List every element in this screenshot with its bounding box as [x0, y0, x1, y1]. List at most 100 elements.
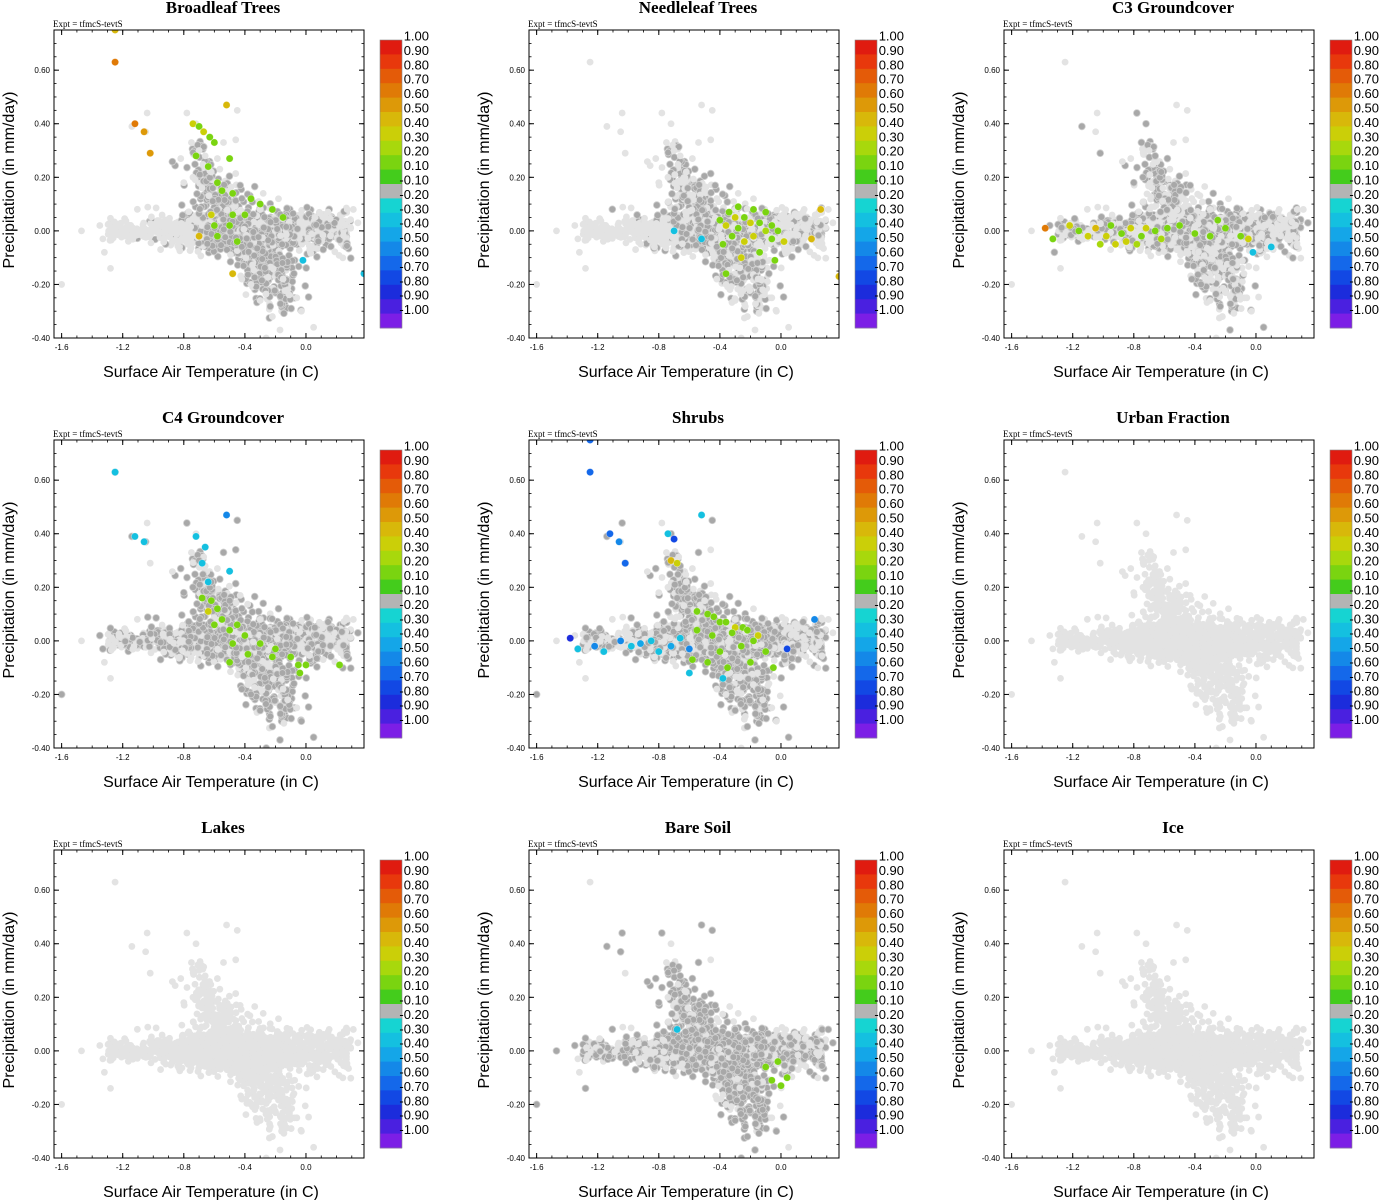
scatter-point	[643, 158, 651, 166]
scatter-point	[208, 197, 217, 205]
scatter-point	[346, 254, 355, 262]
scatter-point	[700, 172, 709, 180]
scatter-point	[157, 246, 164, 253]
scatter-point	[722, 221, 730, 230]
scatter-point	[294, 262, 303, 271]
scatter-point	[737, 290, 745, 298]
scatter-point	[818, 242, 826, 250]
scatter-point	[725, 208, 733, 217]
scatter-point	[107, 214, 114, 222]
scatter-point	[293, 225, 302, 233]
scatter-point	[99, 235, 107, 243]
colorbar-label: -0.60	[399, 245, 429, 260]
scatter-point	[653, 237, 661, 245]
scatter-point	[310, 323, 318, 331]
y-tick-label: 0.40	[509, 120, 525, 129]
scatter-point	[250, 266, 258, 274]
scatter-point	[814, 254, 822, 262]
scatter-point	[688, 155, 696, 162]
colorbar-label: 1.00	[404, 29, 429, 44]
colorbar-label: -1.00	[874, 302, 904, 317]
colorbar-label: 0.30	[879, 129, 904, 144]
scatter-point	[311, 214, 319, 221]
scatter-point	[242, 291, 250, 299]
scatter-point	[121, 227, 129, 235]
scatter-point	[695, 181, 703, 189]
scatter-point	[324, 222, 333, 231]
scatter-point	[277, 232, 284, 240]
scatter-point	[96, 222, 104, 229]
scatter-point	[319, 231, 327, 239]
scatter-point	[736, 264, 744, 272]
scatter-point	[236, 181, 244, 190]
scatter-point	[244, 270, 252, 279]
scatter-point	[706, 169, 715, 178]
scatter-point	[159, 220, 167, 228]
scatter-point	[180, 179, 188, 187]
scatter-point	[146, 233, 153, 241]
scatter-point	[147, 239, 155, 247]
scatter-point	[611, 228, 619, 236]
scatter-point	[660, 217, 668, 225]
scatter-point	[170, 229, 177, 237]
scatter-point	[279, 275, 287, 283]
x-tick-label: 0.0	[300, 343, 312, 352]
scatter-point	[254, 233, 263, 241]
scatter-point	[264, 236, 272, 245]
y-tick-label: 0.00	[34, 227, 50, 236]
scatter-point	[228, 189, 237, 198]
colorbar-label: 0.10	[404, 158, 429, 173]
scatter-point	[728, 232, 737, 241]
scatter-point	[258, 255, 267, 263]
scatter-point	[814, 231, 823, 240]
scatter-point	[195, 232, 203, 241]
y-tick-label: -0.20	[32, 280, 51, 289]
scatter-point	[264, 273, 272, 281]
colorbar-segment	[855, 83, 877, 98]
scatter-point	[794, 231, 802, 239]
scatter-point	[753, 241, 761, 248]
colorbar-label: -0.70	[874, 259, 904, 274]
scatter-point	[226, 257, 235, 266]
scatter-point	[204, 162, 213, 171]
scatter-point	[772, 307, 780, 315]
x-tick-label: -1.2	[591, 343, 605, 352]
scatter-point	[671, 205, 679, 213]
scatter-point	[806, 248, 814, 256]
scatter-point	[158, 211, 166, 219]
scatter-point	[213, 232, 222, 241]
scatter-point	[260, 223, 268, 232]
expt-label: Expt = tfmcS-tevtS	[528, 19, 598, 29]
scatter-point	[714, 262, 723, 270]
scatter-point	[813, 218, 821, 226]
colorbar-segment	[855, 140, 877, 156]
scatter-point	[571, 222, 579, 229]
scatter-point	[698, 101, 705, 109]
scatter-point	[737, 253, 746, 262]
scatter-point	[183, 163, 191, 172]
scatter-point	[1102, 204, 1110, 212]
scatter-point	[632, 246, 639, 253]
scatter-point	[319, 213, 327, 221]
scatter-point	[683, 197, 692, 205]
scatter-point	[199, 143, 208, 151]
scatter-point	[719, 248, 728, 256]
colorbar-label: 0.60	[404, 86, 429, 101]
scatter-point	[755, 218, 764, 227]
colorbar-label: -1.00	[399, 302, 429, 317]
y-tick-label: 0.00	[509, 227, 525, 236]
scatter-point	[203, 239, 212, 248]
scatter-point	[238, 275, 246, 283]
scatter-point	[678, 223, 687, 231]
scatter-point	[284, 286, 292, 294]
scatter-point	[767, 221, 776, 230]
colorbar-segment	[380, 155, 402, 170]
scatter-point	[715, 216, 724, 225]
scatter-point	[664, 198, 672, 206]
scatter-point	[722, 281, 730, 288]
scatter-point	[702, 251, 709, 259]
scatter-point	[822, 254, 830, 262]
scatter-point	[280, 309, 288, 318]
colorbar-segment	[855, 40, 877, 55]
scatter-point	[713, 195, 721, 202]
